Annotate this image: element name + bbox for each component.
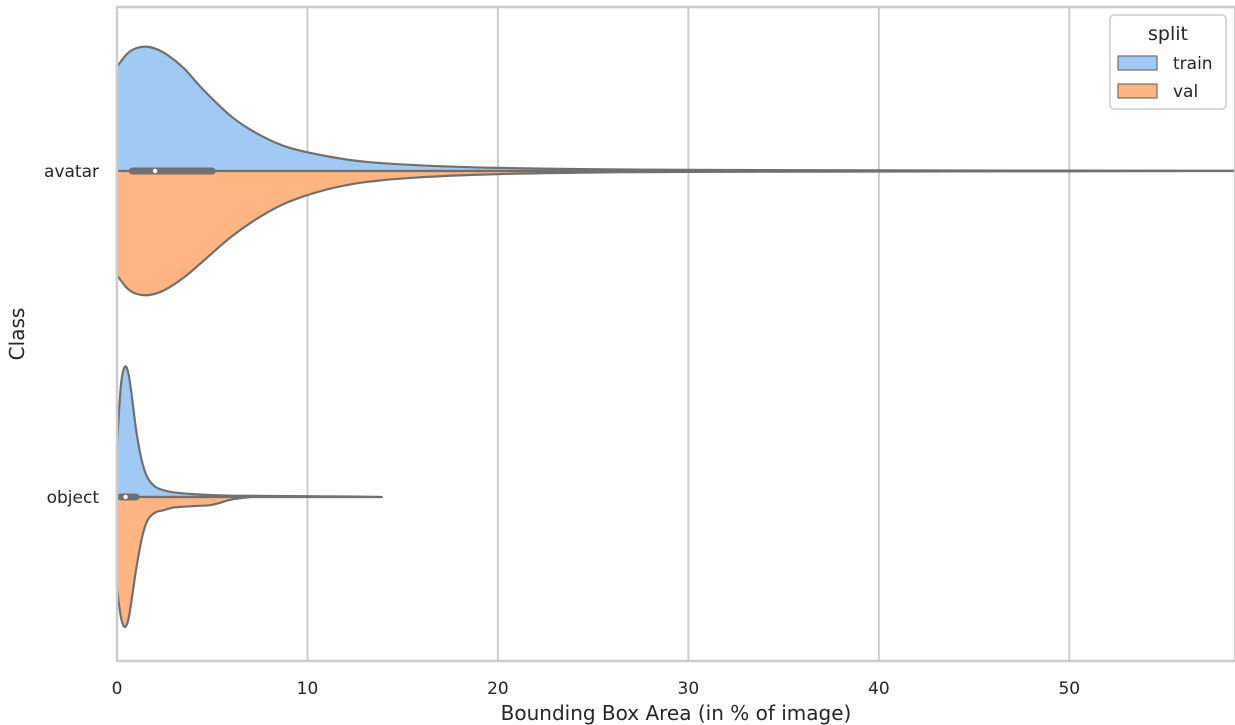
box-median-object	[123, 494, 128, 500]
y-axis-label: Class	[5, 308, 29, 361]
box-median-avatar	[152, 168, 158, 174]
x-axis-label: Bounding Box Area (in % of image)	[501, 701, 852, 725]
legend-title: split	[1148, 23, 1188, 45]
legend-label-val: val	[1173, 82, 1198, 102]
x-tick-label: 30	[678, 679, 700, 699]
x-tick-label: 20	[487, 679, 509, 699]
y-tick-labels: avatar object	[44, 162, 99, 508]
box-plots	[117, 167, 1235, 501]
x-tick-labels: 0 10 20 30 40 50	[112, 679, 1081, 699]
y-tick-label-object: object	[47, 488, 100, 508]
violin-train-avatar	[115, 45, 1235, 173]
plot-frame	[115, 5, 1235, 663]
x-tick-label: 50	[1058, 679, 1080, 699]
violin-group	[115, 45, 1235, 629]
legend-label-train: train	[1173, 54, 1213, 74]
grid-lines	[306, 7, 1071, 661]
legend-swatch-train	[1117, 55, 1158, 71]
x-tick-label: 10	[297, 679, 319, 699]
y-tick-label-avatar: avatar	[44, 162, 99, 182]
violin-train-object	[115, 365, 383, 499]
x-tick-label: 0	[112, 679, 123, 699]
x-tick-label: 40	[868, 679, 890, 699]
legend-swatch-val	[1117, 83, 1158, 99]
legend: split train val	[1109, 14, 1227, 110]
violin-val-avatar	[115, 169, 1181, 297]
violin-val-object	[115, 495, 252, 629]
